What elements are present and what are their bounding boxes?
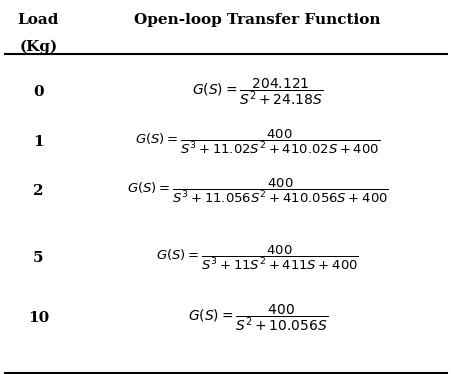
Text: Load: Load [18, 13, 59, 27]
Text: 0: 0 [33, 85, 44, 99]
Text: $G(S)=\dfrac{400}{S^3+11S^2+411S+400}$: $G(S)=\dfrac{400}{S^3+11S^2+411S+400}$ [156, 244, 359, 272]
Text: 10: 10 [28, 311, 49, 325]
Text: 2: 2 [33, 184, 44, 198]
Text: 5: 5 [33, 251, 44, 265]
Text: $G(S)=\dfrac{400}{S^2+10.056S}$: $G(S)=\dfrac{400}{S^2+10.056S}$ [187, 303, 327, 333]
Text: $G(S)=\dfrac{400}{S^3+11.02S^2+410.02S+400}$: $G(S)=\dfrac{400}{S^3+11.02S^2+410.02S+4… [135, 128, 379, 156]
Text: 1: 1 [33, 135, 44, 149]
Text: Open-loop Transfer Function: Open-loop Transfer Function [134, 13, 380, 27]
Text: $G(S)=\dfrac{400}{S^3+11.056S^2+410.056S+400}$: $G(S)=\dfrac{400}{S^3+11.056S^2+410.056S… [126, 177, 388, 205]
Text: $G(S)=\dfrac{204.121}{S^2+24.18S}$: $G(S)=\dfrac{204.121}{S^2+24.18S}$ [192, 76, 322, 107]
Text: (Kg): (Kg) [19, 39, 57, 53]
